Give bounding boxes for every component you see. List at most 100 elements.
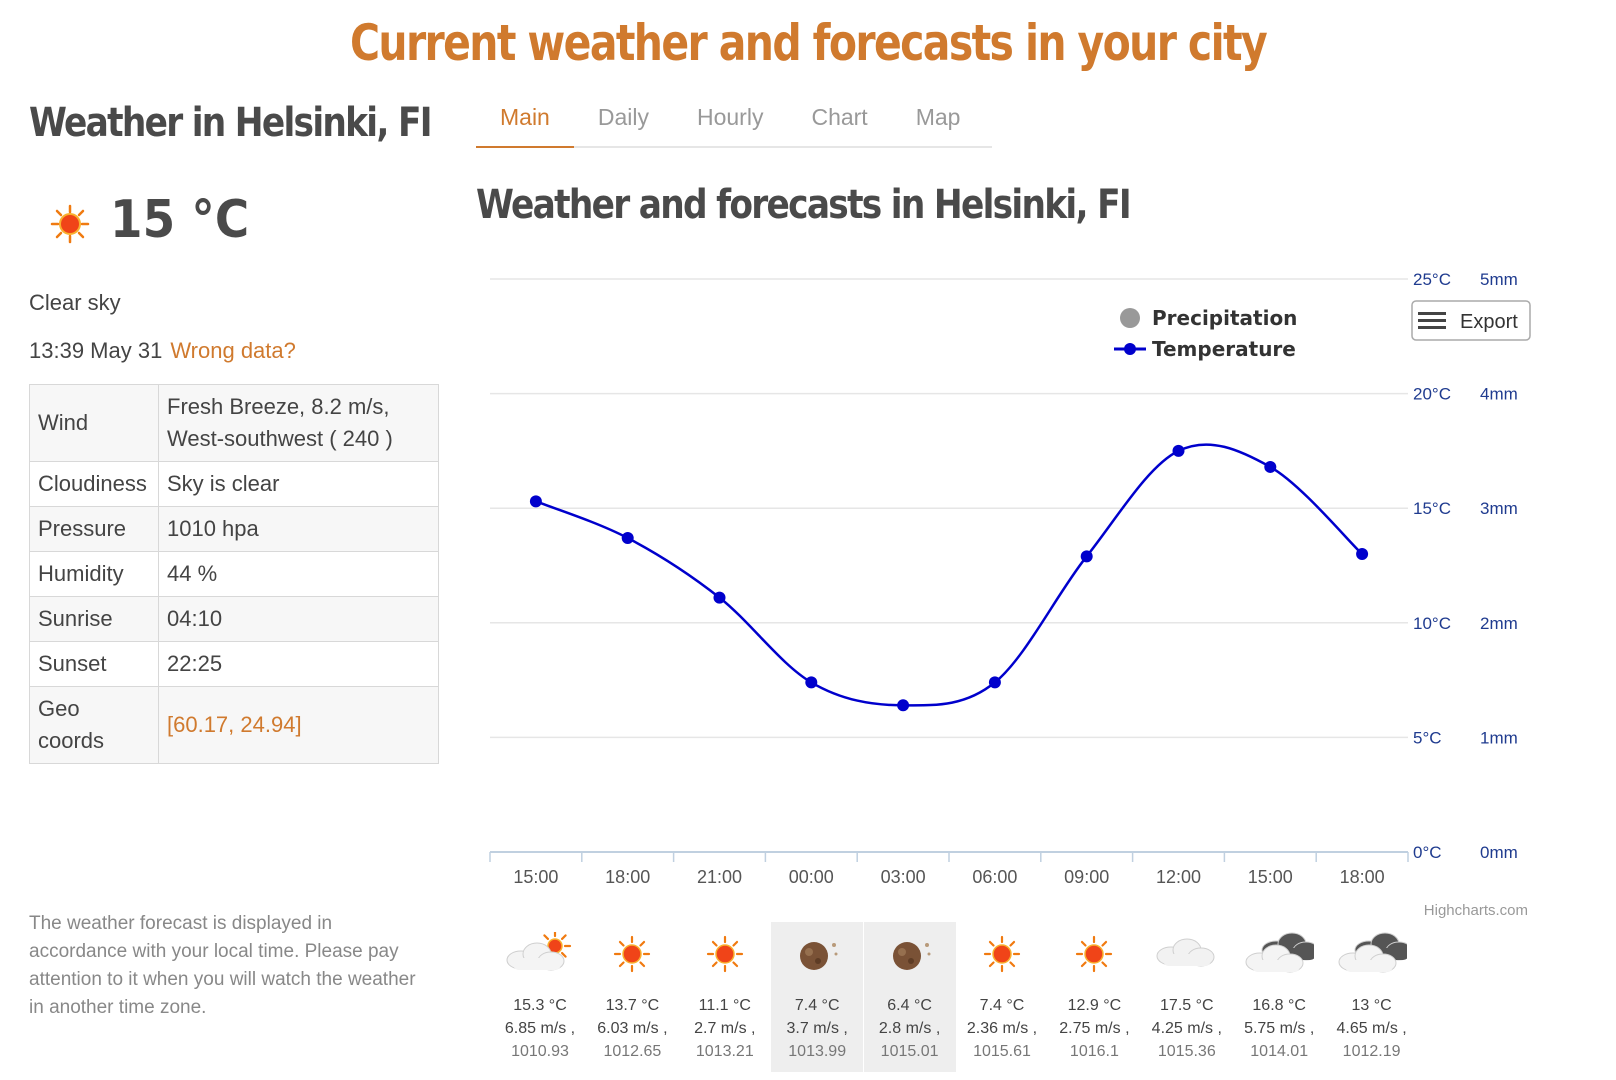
forecast-wind: 4.25 m/s ,	[1151, 1020, 1222, 1037]
export-label: Export	[1460, 311, 1518, 333]
temperature-axis-tick: 25°C	[1413, 270, 1451, 289]
moon-icon	[875, 932, 945, 976]
forecast-temp: 13 °C	[1351, 997, 1392, 1014]
tab-daily[interactable]: Daily	[597, 104, 649, 130]
detail-key: Pressure	[29, 506, 159, 552]
view-tabs: Main Daily Hourly Chart Map	[476, 100, 992, 148]
x-axis-tick-label: 15:00	[513, 867, 558, 887]
tab-chart[interactable]: Chart	[811, 104, 868, 130]
x-axis-tick-label: 18:00	[605, 867, 650, 887]
temperature-point[interactable]	[805, 676, 818, 689]
sun-icon	[50, 204, 90, 244]
forecast-temp: 15.3 °C	[513, 997, 567, 1014]
x-axis-tick-label: 06:00	[972, 867, 1017, 887]
temperature-point[interactable]	[897, 699, 910, 712]
legend-temperature-label[interactable]: Temperature	[1152, 337, 1296, 361]
table-row: Cloudiness Sky is clear	[29, 461, 439, 507]
forecast-pressure: 1013.99	[788, 1043, 847, 1060]
forecast-item: 7.4 °C 2.36 m/s , 1015.61	[956, 922, 1048, 1072]
temperature-point[interactable]	[1264, 460, 1277, 473]
temperature-point[interactable]	[713, 591, 726, 604]
detail-key: Sunset	[29, 641, 159, 687]
broken-clouds-icon	[1337, 932, 1413, 976]
tab-map[interactable]: Map	[915, 104, 961, 130]
detail-key: Cloudiness	[29, 461, 159, 507]
temperature-axis-tick: 15°C	[1413, 499, 1451, 518]
forecast-wind: 5.75 m/s ,	[1244, 1020, 1315, 1037]
sun-icon	[1059, 932, 1129, 976]
precipitation-axis-tick: 2mm	[1480, 614, 1518, 633]
highcharts-credit[interactable]: Highcharts.com	[1424, 902, 1528, 919]
detail-key: Wind	[29, 384, 159, 462]
sun-icon	[967, 932, 1037, 976]
detail-value: Sky is clear	[158, 461, 439, 507]
table-row: Humidity 44 %	[29, 551, 439, 597]
temperature-point[interactable]	[529, 495, 542, 508]
forecast-item: 17.5 °C 4.25 m/s , 1015.36	[1141, 922, 1233, 1072]
current-timestamp-line: 13:39 May 31 Wrong data?	[29, 338, 296, 364]
hamburger-menu-icon	[1418, 312, 1446, 329]
current-condition: Clear sky	[29, 290, 121, 315]
temperature-legend-marker	[1124, 343, 1136, 355]
temperature-axis-tick: 0°C	[1413, 843, 1442, 862]
forecast-item: 7.4 °C 3.7 m/s , 1013.99	[771, 922, 864, 1072]
current-temperature: 15 °C	[110, 190, 250, 250]
export-button[interactable]: Export	[1411, 300, 1531, 341]
x-axis-tick-label: 09:00	[1064, 867, 1109, 887]
chart-legend[interactable]: Precipitation Temperature	[1114, 306, 1297, 361]
legend-precipitation-label[interactable]: Precipitation	[1152, 306, 1297, 330]
precipitation-axis-tick: 3mm	[1480, 499, 1518, 518]
geo-coords-link[interactable]: [60.17, 24.94]	[167, 712, 302, 737]
forecast-temp: 12.9 °C	[1067, 997, 1122, 1014]
tab-hourly[interactable]: Hourly	[696, 104, 764, 130]
forecast-item: 13 °C 4.65 m/s , 1012.19	[1326, 922, 1418, 1072]
x-axis-tick-label: 21:00	[697, 867, 742, 887]
table-row: Wind Fresh Breeze, 8.2 m/s, West-southwes…	[29, 384, 439, 462]
forecast-item: 11.1 °C 2.7 m/s , 1013.21	[679, 922, 771, 1072]
forecast-temp: 6.4 °C	[887, 997, 932, 1014]
x-axis-tick-label: 18:00	[1340, 867, 1385, 887]
partly-cloudy-day-icon	[505, 929, 575, 976]
table-row: Sunrise 04:10	[29, 596, 439, 642]
tab-main[interactable]: Main	[476, 100, 574, 148]
forecast-pressure: 1016.1	[1069, 1043, 1119, 1060]
temperature-point[interactable]	[1080, 550, 1093, 563]
forecast-temp: 16.8 °C	[1252, 997, 1306, 1014]
temperature-point[interactable]	[988, 676, 1001, 689]
forecast-temp: 13.7 °C	[605, 997, 660, 1014]
x-axis-tick-label: 03:00	[881, 867, 926, 887]
temperature-point[interactable]	[621, 531, 634, 544]
forecast-pressure: 1012.65	[603, 1043, 662, 1060]
x-axis-tick-label: 15:00	[1248, 867, 1293, 887]
detail-key: Geo coords	[29, 686, 159, 764]
forecast-item: 6.4 °C 2.8 m/s , 1015.01	[863, 922, 956, 1072]
detail-value: 04:10	[158, 596, 439, 642]
detail-value: 1010 hpa	[158, 506, 439, 552]
forecast-item: 12.9 °C 2.75 m/s , 1016.1	[1048, 922, 1140, 1072]
wrong-data-link[interactable]: Wrong data?	[170, 338, 296, 363]
forecast-wind: 6.85 m/s ,	[504, 1020, 576, 1037]
precipitation-axis-tick: 0mm	[1480, 843, 1518, 862]
page-banner-title: Current weather and forecasts in your ci…	[349, 14, 1268, 72]
forecast-pressure: 1014.01	[1250, 1043, 1309, 1060]
current-weather-title: Weather in Helsinki, FI	[29, 100, 433, 146]
temperature-point[interactable]	[1172, 444, 1185, 457]
forecast-temp: 11.1 °C	[698, 997, 751, 1014]
temperature-point[interactable]	[1356, 548, 1369, 561]
forecast-wind: 2.7 m/s ,	[694, 1020, 756, 1037]
forecast-temp: 17.5 °C	[1160, 997, 1214, 1014]
temperature-axis-tick: 20°C	[1413, 385, 1451, 404]
forecast-item: 15.3 °C 6.85 m/s , 1010.93	[494, 922, 586, 1072]
table-row: Pressure 1010 hpa	[29, 506, 439, 552]
precipitation-axis-tick: 5mm	[1480, 270, 1518, 289]
timezone-note: The weather forecast is displayed in acc…	[29, 913, 416, 1018]
forecast-pressure: 1015.61	[973, 1043, 1031, 1060]
forecast-item: 13.7 °C 6.03 m/s , 1012.65	[586, 922, 678, 1072]
moon-icon	[782, 932, 852, 976]
sun-icon	[690, 932, 760, 976]
forecast-pressure: 1015.01	[880, 1043, 939, 1060]
forecast-wind: 2.36 m/s ,	[966, 1020, 1038, 1037]
forecast-temp: 7.4 °C	[979, 997, 1025, 1014]
precipitation-axis-tick: 4mm	[1480, 385, 1518, 404]
